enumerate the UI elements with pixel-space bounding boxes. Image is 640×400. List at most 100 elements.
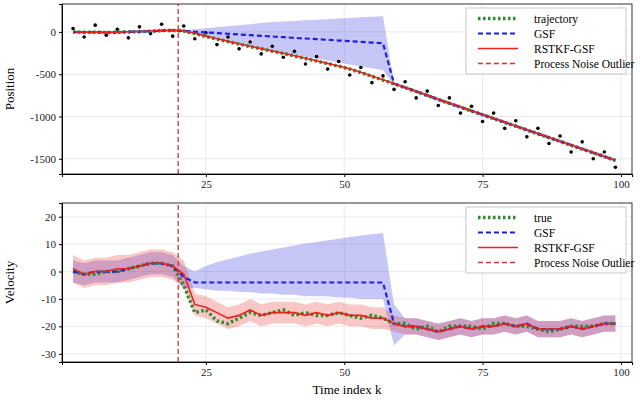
grid-line [62, 158, 632, 159]
y-tick-mark [59, 354, 62, 355]
x-axis-line [63, 175, 633, 178]
series-line [73, 263, 615, 332]
measurement-point [591, 157, 595, 161]
grid-line [62, 298, 632, 299]
x-axis-title: Time index k [313, 382, 382, 397]
x-tick: 25 [201, 174, 213, 190]
legend: trueGSFRSTKF-GSFProcess Noise Outlier [466, 207, 634, 273]
vertical-line [178, 203, 179, 362]
x-tick: 50 [339, 362, 351, 378]
measurement-point [270, 44, 274, 48]
measurement-point [558, 134, 562, 138]
y-tick-label: -30 [41, 348, 56, 360]
x-tick-label: 50 [339, 178, 351, 190]
y-tick: -20 [41, 320, 62, 332]
confidence-band [73, 16, 615, 162]
measurement-point [215, 43, 219, 47]
plot-background [62, 203, 632, 362]
legend-label: RSTKF-GSF [534, 43, 595, 55]
y-tick-mark [59, 116, 62, 117]
y-tick-label: 0 [51, 266, 57, 278]
legend-swatch [478, 247, 518, 249]
grid [62, 4, 632, 174]
measurement-point [580, 140, 584, 144]
x-tick-label: 100 [613, 178, 630, 190]
series-line [73, 30, 615, 160]
measurement-point [82, 35, 86, 39]
y-tick: -500 [36, 68, 62, 80]
measurement-point [514, 119, 518, 123]
y-tick-mark [59, 32, 62, 33]
x-tick-label: 100 [613, 366, 630, 378]
measurement-point [348, 73, 352, 77]
measurement-point [93, 23, 97, 27]
measurement-point [459, 111, 463, 115]
y-tick-label: 0 [51, 26, 57, 38]
measurement-point [259, 52, 263, 56]
measurement-point [536, 127, 540, 131]
y-tick: -30 [41, 348, 62, 360]
measurement-point [226, 35, 230, 39]
legend-swatch [478, 231, 518, 233]
y-tick-label: 20 [45, 211, 57, 223]
y-tick-mark [59, 272, 62, 273]
measurement-point [547, 142, 551, 146]
panel: 255075100-1500-1000-5000Positiontrajecto… [2, 4, 634, 190]
measurement-point [127, 36, 131, 40]
measurement-point [359, 66, 363, 70]
grid-line [62, 353, 632, 354]
measurement-point [138, 25, 142, 29]
legend: trajectory GSF RSTKF-GSF Process Noise Outl… [466, 8, 634, 74]
measurement-point [304, 62, 308, 66]
measurement-point [525, 135, 529, 139]
x-tick-mark [206, 362, 207, 365]
y-tick: -1000 [30, 111, 62, 123]
x-tick-label: 25 [201, 178, 213, 190]
x-tick-label: 75 [478, 178, 490, 190]
measurement-point [293, 50, 297, 54]
measurement-point [437, 104, 441, 108]
lines [73, 203, 615, 362]
series-line [73, 263, 615, 332]
y-tick: -10 [41, 293, 62, 305]
figure: 255075100-1500-1000-5000Positiontrajecto… [0, 0, 640, 400]
measurement-point [182, 24, 186, 28]
y-tick-label: -20 [41, 320, 56, 332]
y-tick: 0 [51, 266, 63, 278]
measurement-point [569, 150, 573, 154]
measurement-point [171, 34, 175, 38]
legend-label: Process Noise Outlier [534, 257, 634, 269]
measurement-point [603, 150, 607, 154]
measurement-point [237, 47, 241, 51]
legend-label: GSF [534, 28, 555, 40]
legend-swatch [478, 17, 518, 21]
x-axis: 25 50 75 100 [63, 174, 633, 190]
measurement-point [414, 96, 418, 100]
measurement-point [448, 96, 452, 100]
x-tick-mark [206, 174, 207, 177]
grid-line [62, 116, 632, 117]
x-tick-mark [483, 362, 484, 365]
y-tick-label: -1500 [30, 153, 56, 165]
measurement-point [425, 89, 429, 93]
y-axis: -1500 -1000 -500 0 [30, 5, 62, 175]
legend-label: Process Noise Outlier [534, 58, 634, 70]
bands [73, 16, 615, 162]
x-tick-mark [483, 174, 484, 177]
measurement-point [370, 81, 374, 85]
plot-frame [62, 203, 632, 362]
x-tick: 75 [478, 174, 490, 190]
y-tick-mark [59, 74, 62, 75]
x-tick-mark [621, 174, 622, 177]
y-tick-label: -1000 [30, 111, 56, 123]
x-tick: 100 [613, 362, 630, 378]
panel: 255075100-30-20-1001020VelocityTime inde… [2, 203, 634, 397]
x-tick-mark [344, 362, 345, 365]
series-line [73, 30, 615, 160]
measurement-point [403, 80, 407, 84]
legend-label: trajectory [534, 13, 578, 26]
y-axis: -30-20-1001020 [41, 204, 62, 363]
measurement-point [481, 120, 485, 124]
bands [73, 233, 615, 346]
measurement-point [248, 40, 252, 44]
